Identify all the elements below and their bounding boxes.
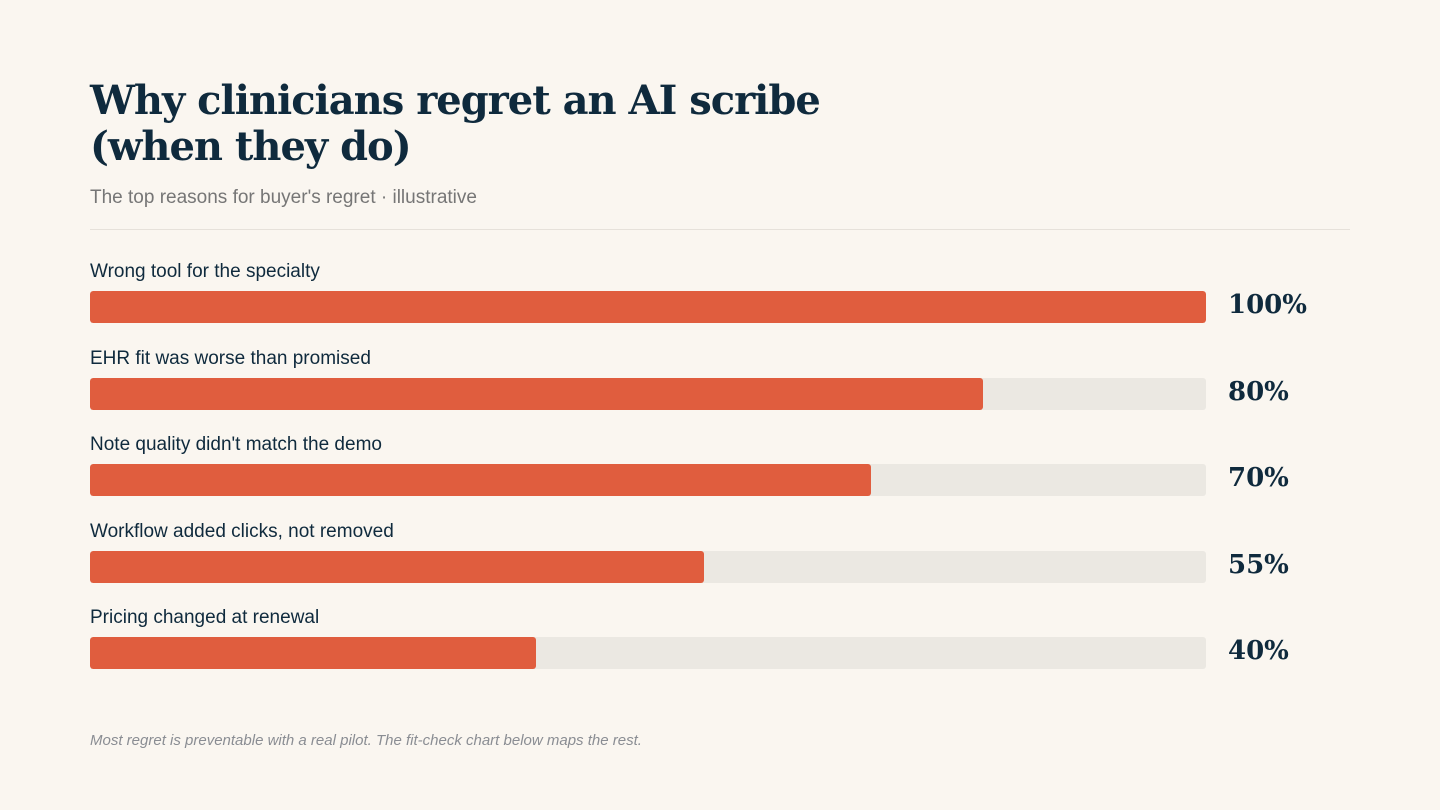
- bar-track: [90, 291, 1206, 323]
- bar: [90, 550, 704, 583]
- bar-label: Pricing changed at renewal: [90, 607, 320, 628]
- bar-value-label: 70%: [1228, 463, 1289, 493]
- chart-title-line-1: Why clinicians regret an AI scribe: [90, 77, 821, 124]
- chart-subtitle: The top reasons for buyer's regret · ill…: [90, 187, 477, 208]
- bar-track: [90, 637, 1206, 669]
- bar: [90, 464, 871, 496]
- bar-track: [90, 550, 1206, 583]
- bar-label: Wrong tool for the specialty: [90, 261, 320, 282]
- bar-label: Workflow added clicks, not removed: [90, 520, 394, 542]
- bar: [90, 291, 1206, 323]
- chart-title-line-2: (when they do): [90, 123, 412, 170]
- bar-value-label: 40%: [1228, 636, 1289, 666]
- bar-value-label: 80%: [1228, 376, 1289, 407]
- footnote: Most regret is preventable with a real p…: [90, 732, 642, 749]
- header-divider: [90, 229, 1350, 230]
- bar-value-label: 100%: [1228, 290, 1307, 320]
- bar: [90, 377, 983, 410]
- chart-title: Why clinicians regret an AI scribe (when…: [90, 78, 990, 170]
- bar: [90, 637, 536, 669]
- bar-track: [90, 464, 1206, 496]
- bar-track: [90, 377, 1206, 410]
- bar-value-label: 55%: [1228, 549, 1289, 580]
- bar-label: Note quality didn't match the demo: [90, 434, 382, 455]
- bar-label: EHR fit was worse than promised: [90, 347, 371, 369]
